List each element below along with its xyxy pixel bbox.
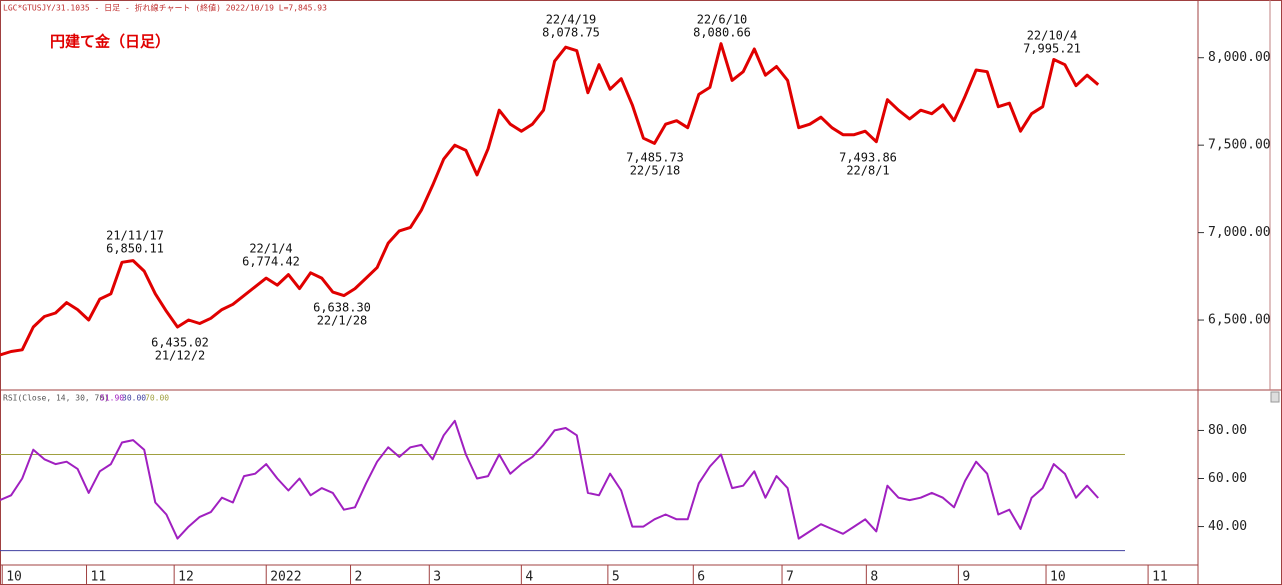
- annotation: 8,078.75: [542, 26, 600, 40]
- x-tick-label: 5: [612, 570, 620, 585]
- header: LGC*GTUSJY/31.1035 - 日足 - 折れ線チャート (終値) 2…: [3, 3, 327, 13]
- annotation: 6,774.42: [242, 255, 300, 269]
- y-tick-label: 40.00: [1208, 519, 1247, 534]
- annotation: 21/11/17: [106, 229, 164, 243]
- y-tick-label: 7,000.00: [1208, 225, 1271, 240]
- legend-value: 51.90: [100, 394, 124, 403]
- x-tick-label: 4: [525, 570, 533, 585]
- x-tick-label: 10: [6, 570, 22, 585]
- annotation: 22/10/4: [1027, 29, 1078, 43]
- annotation: 22/6/10: [697, 13, 748, 27]
- annotation: 7,485.73: [626, 151, 684, 165]
- level-label: 30.00: [122, 394, 146, 403]
- annotation: 7,995.21: [1023, 42, 1081, 56]
- y-tick-label: 8,000.00: [1208, 50, 1271, 65]
- level-label: 70.00: [145, 394, 169, 403]
- x-tick-label: 3: [433, 570, 441, 585]
- annotation: 22/1/28: [317, 314, 368, 328]
- annotation: 6,435.02: [151, 336, 209, 350]
- y-tick-label: 7,500.00: [1208, 138, 1271, 153]
- y-tick-label: 6,500.00: [1208, 313, 1271, 328]
- annotation: 21/12/2: [155, 349, 206, 363]
- chart-title: 円建て金（日足）: [50, 33, 170, 51]
- x-tick-label: 7: [786, 570, 794, 585]
- x-tick-label: 9: [962, 570, 970, 585]
- series-line: [0, 42, 1100, 357]
- x-tick-label: 2: [355, 570, 363, 585]
- indicator-label: RSI(Close, 14, 30, 70): [3, 394, 109, 403]
- series-line: [0, 419, 1099, 540]
- annotation: 22/5/18: [630, 164, 681, 178]
- x-tick-label: 11: [1152, 570, 1168, 585]
- annotation: 7,493.86: [839, 151, 897, 165]
- y-tick-label: 60.00: [1208, 471, 1247, 486]
- annotation: 22/1/4: [249, 242, 292, 256]
- annotation: 6,638.30: [313, 301, 371, 315]
- x-tick-label: 10: [1050, 570, 1066, 585]
- x-tick-label: 6: [697, 570, 705, 585]
- x-tick-label: 8: [870, 570, 878, 585]
- x-tick-label: 11: [91, 570, 107, 585]
- x-tick-label: 2022: [270, 570, 301, 585]
- scroll-button[interactable]: [1270, 391, 1280, 403]
- x-tick-label: 12: [178, 570, 194, 585]
- annotation: 6,850.11: [106, 242, 164, 256]
- y-tick-label: 80.00: [1208, 423, 1247, 438]
- annotation: 22/8/1: [846, 164, 889, 178]
- annotation: 22/4/19: [546, 13, 597, 27]
- annotation: 8,080.66: [693, 26, 751, 40]
